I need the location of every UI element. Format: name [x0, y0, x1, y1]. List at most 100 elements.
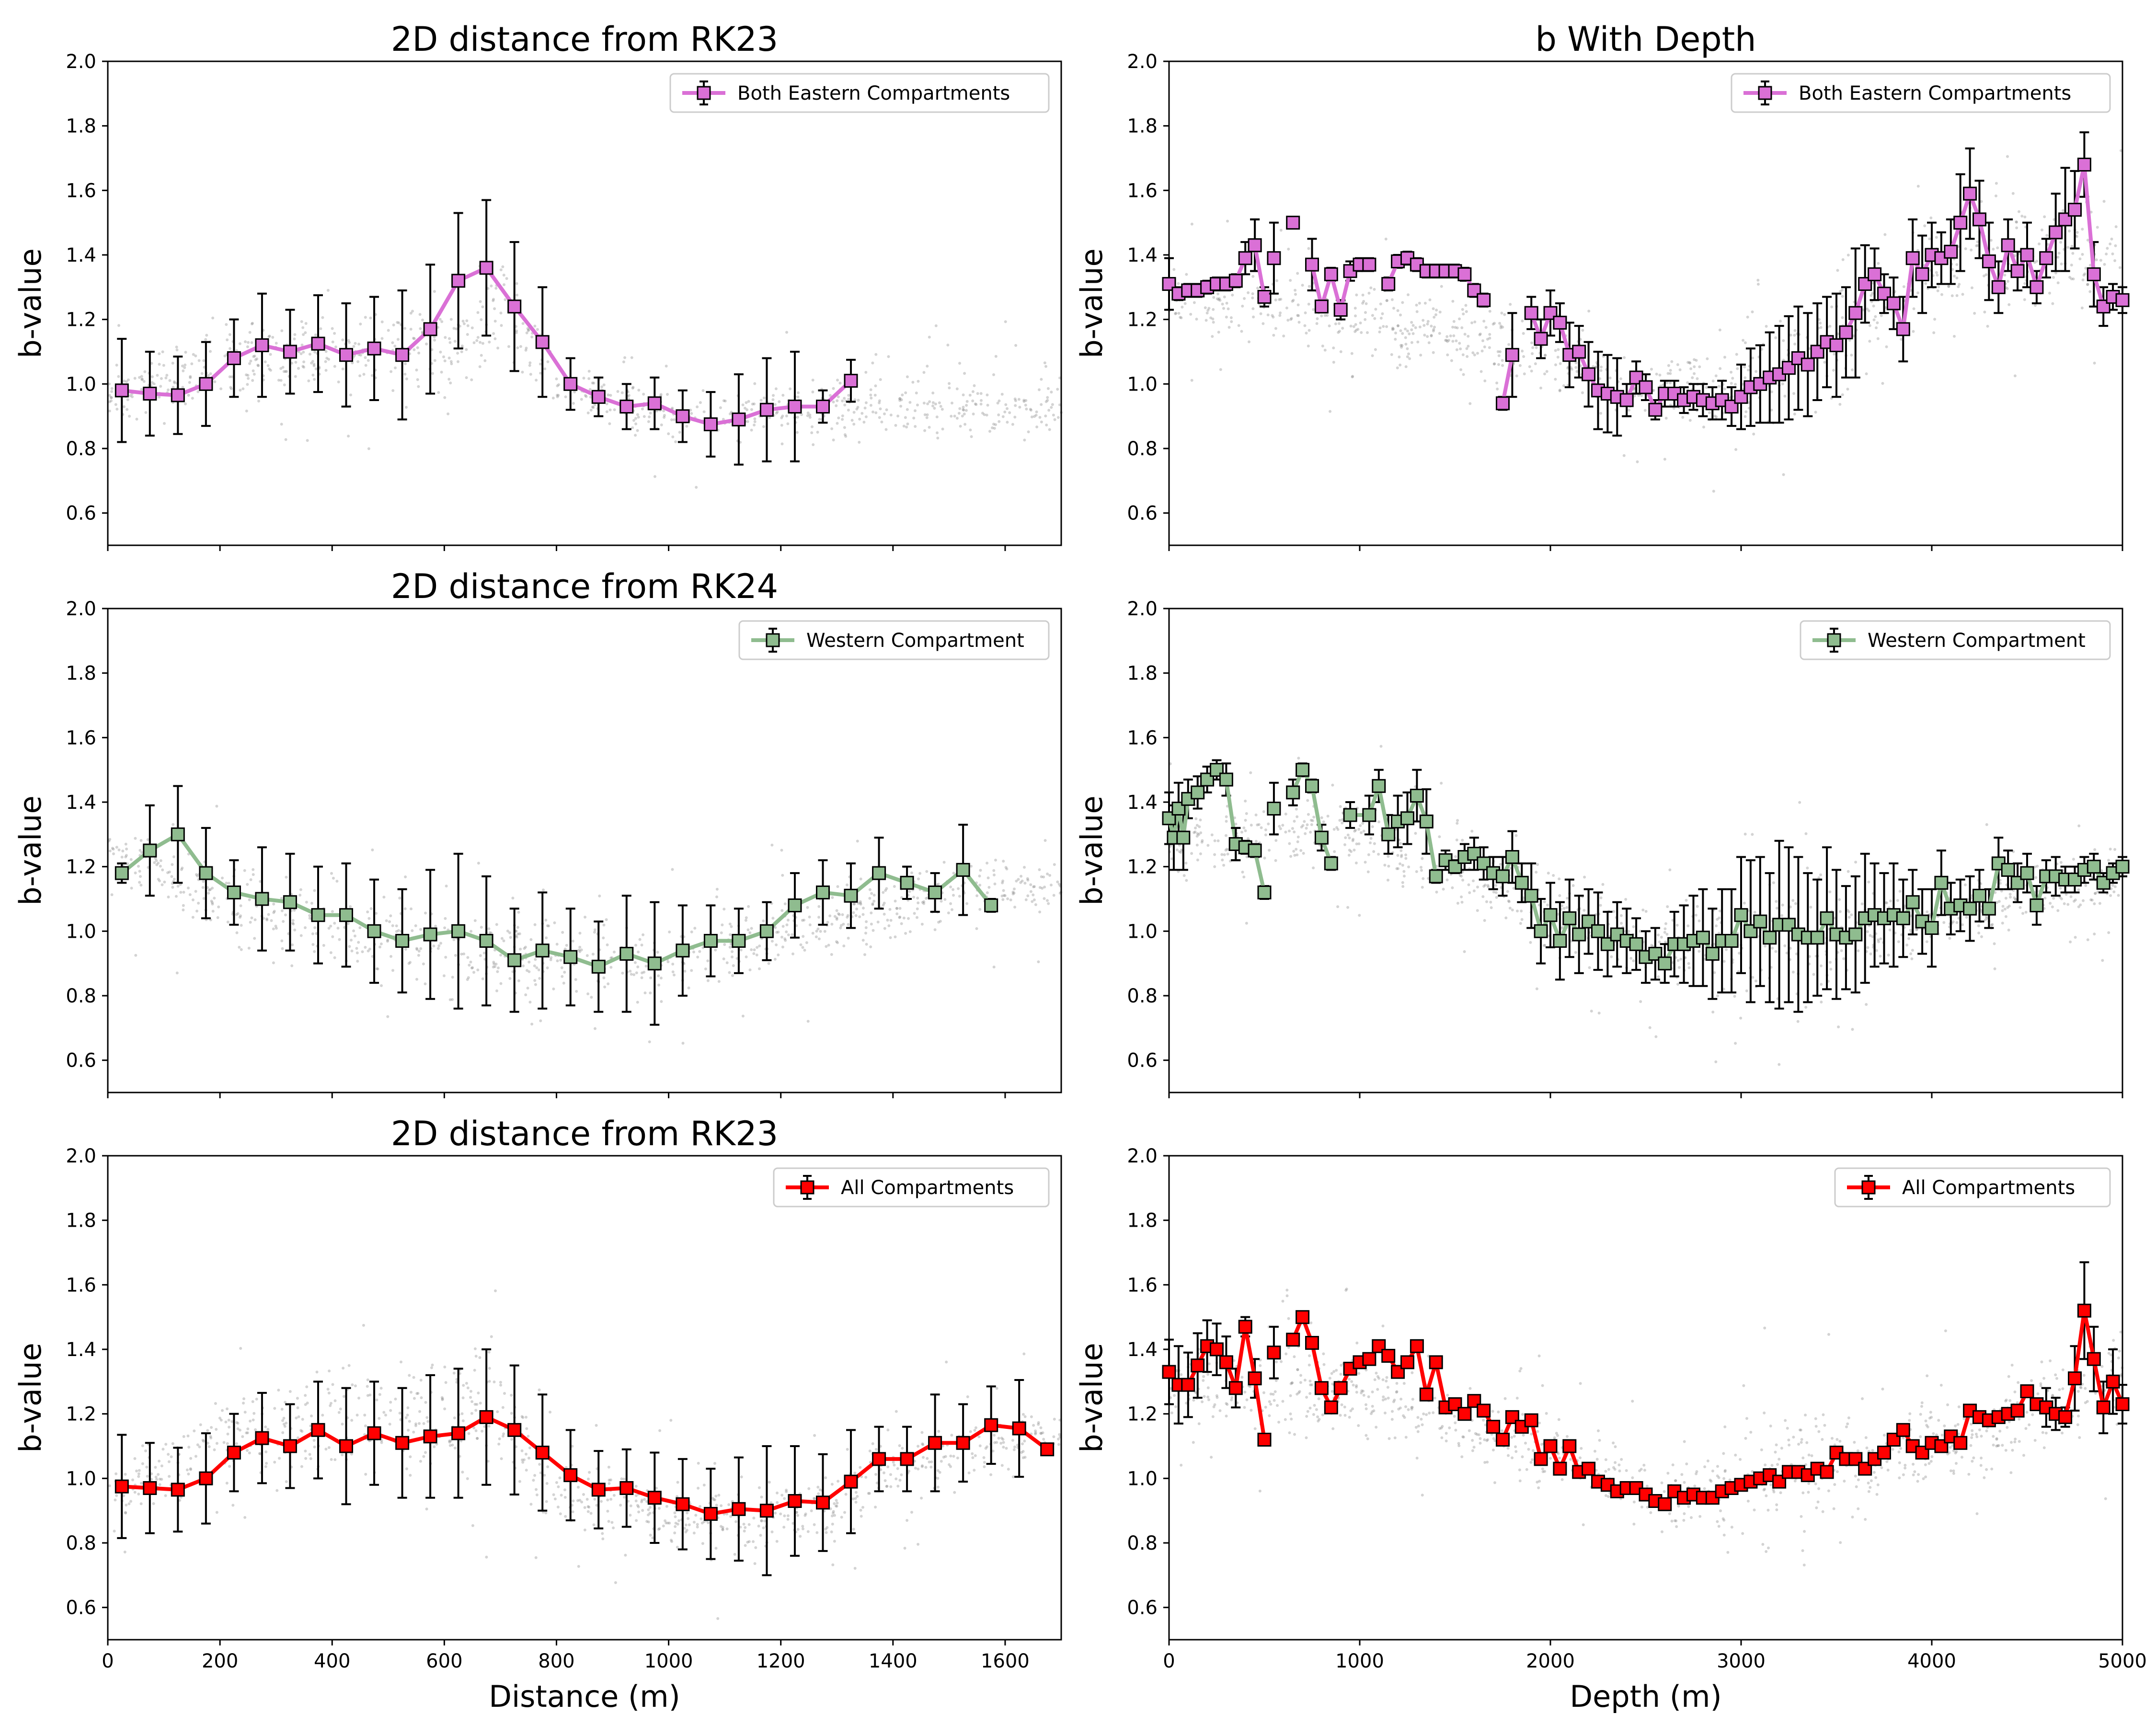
data-point [788, 400, 802, 414]
scatter-point [1288, 829, 1291, 833]
data-point [367, 924, 381, 938]
scatter-point [417, 954, 420, 957]
scatter-point [279, 367, 283, 370]
scatter-point [1896, 899, 1899, 902]
scatter-point [226, 1432, 229, 1436]
scatter-point [1840, 949, 1843, 952]
scatter-point [2034, 304, 2037, 307]
scatter-point [835, 940, 838, 943]
scatter-point [1047, 409, 1051, 412]
scatter-point [2113, 848, 2117, 851]
scatter-point [269, 368, 272, 372]
scatter-point [1753, 910, 1756, 914]
scatter-point [906, 422, 909, 426]
scatter-point [1832, 368, 1835, 372]
scatter-point [2098, 902, 2101, 905]
scatter-point [1639, 930, 1642, 933]
scatter-point [526, 987, 529, 990]
scatter-point [211, 901, 214, 904]
scatter-point [883, 901, 886, 905]
scatter-point [634, 1499, 638, 1503]
series-line [1501, 354, 1514, 404]
scatter-point [534, 983, 537, 986]
scatter-point [847, 398, 850, 401]
scatter-point [250, 916, 253, 920]
scatter-point [2059, 886, 2062, 890]
scatter-point [1394, 338, 1397, 341]
scatter-point [1937, 285, 1940, 288]
scatter-point [1476, 886, 1479, 889]
scatter-point [1218, 299, 1222, 302]
scatter-point [238, 342, 241, 345]
scatter-point [476, 968, 480, 972]
data-point [1753, 914, 1767, 929]
scatter-point [292, 922, 295, 926]
scatter-point [2007, 303, 2011, 306]
scatter-point [397, 929, 400, 932]
scatter-point [1225, 820, 1228, 823]
scatter-point [508, 977, 512, 980]
scatter-point [874, 353, 878, 356]
scatter-point [1465, 310, 1468, 313]
scatter-point [1199, 852, 1202, 855]
data-point [1362, 808, 1376, 822]
scatter-point [1364, 861, 1367, 864]
scatter-point [773, 403, 777, 406]
data-point [1944, 244, 1958, 259]
scatter-point [880, 420, 883, 424]
scatter-point [443, 1365, 447, 1368]
scatter-point [906, 375, 909, 379]
scatter-point [994, 355, 998, 358]
scatter-point [1404, 327, 1407, 331]
scatter-point [438, 318, 442, 321]
scatter-point [1455, 339, 1458, 343]
scatter-point [479, 1402, 482, 1405]
scatter-point [1378, 330, 1381, 334]
y-tick-label: 0.6 [66, 1050, 96, 1072]
scatter-point [466, 978, 469, 981]
scatter-point [825, 945, 828, 948]
scatter-point [998, 399, 1001, 402]
scatter-point [1983, 274, 1985, 277]
scatter-point [1029, 890, 1032, 893]
y-axis-label: b-value [13, 248, 48, 358]
y-tick-label: 1.8 [1127, 115, 1158, 138]
scatter-point [451, 1443, 454, 1447]
scatter-point [480, 318, 483, 322]
scatter-point [1543, 354, 1547, 357]
scatter-point [241, 387, 245, 391]
scatter-point [1566, 897, 1569, 900]
scatter-point [808, 416, 812, 419]
scatter-point [533, 1474, 537, 1477]
y-tick-label: 0.8 [1127, 985, 1158, 1007]
data-point [1343, 808, 1357, 822]
series-0 [115, 199, 858, 466]
scatter-point [2068, 276, 2072, 279]
scatter-point [311, 373, 315, 377]
scatter-point [1472, 879, 1475, 883]
scatter-point [838, 381, 842, 385]
data-point [759, 924, 774, 938]
scatter-point [556, 384, 559, 388]
data-point [339, 348, 353, 362]
scatter-point [1539, 386, 1542, 390]
scatter-point [1309, 830, 1312, 834]
scatter-point [448, 998, 452, 1001]
scatter-point [1374, 348, 1377, 351]
scatter-point [1057, 416, 1060, 419]
scatter-point [1247, 291, 1250, 294]
scatter-point [1290, 317, 1293, 320]
scatter-point [1702, 426, 1705, 429]
scatter-point [1230, 320, 1233, 323]
scatter-point [796, 1528, 800, 1531]
scatter-point [501, 265, 505, 268]
scatter-point [847, 936, 850, 940]
scatter-point [228, 333, 231, 336]
scatter-point [125, 380, 128, 383]
scatter-point [1907, 937, 1911, 940]
scatter-point [1002, 1441, 1005, 1444]
scatter-point [473, 919, 477, 922]
scatter-point [1909, 931, 1913, 934]
scatter-point [1338, 330, 1341, 333]
scatter-point [561, 931, 564, 934]
